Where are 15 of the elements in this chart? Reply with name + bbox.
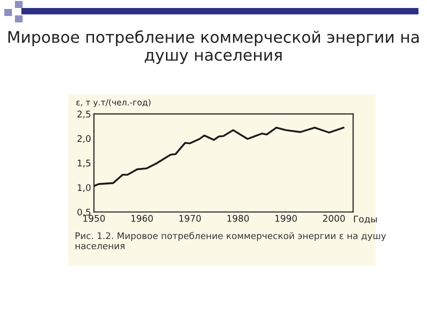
chart-title: Мировое потребление коммерческой энергии на душу населения xyxy=(8,30,419,64)
text: Рис. 1.2. Мировое потребление коммерческой энергии ε на душу населения xyxy=(76,232,386,250)
y-tick-label: 1,5 xyxy=(78,160,90,168)
x-tick-label: 1990 xyxy=(275,214,297,222)
x-tick-label: 1970 xyxy=(179,214,201,222)
y-tick-label: 1,0 xyxy=(78,184,91,192)
y-tick-label: 2,5 xyxy=(77,110,90,118)
y-tick-label: 0,5 xyxy=(77,208,90,216)
x-tick-label: 2000 xyxy=(323,214,345,222)
x-tick-label: 1980 xyxy=(227,214,249,222)
x-axis-title: Годы xyxy=(354,216,377,224)
y-tick-label: 2,0 xyxy=(77,135,91,143)
x-tick-label: 1950 xyxy=(83,214,105,222)
x-tick-label: 1960 xyxy=(131,214,153,222)
y-axis-title: ε, т у.т/(чел.-год) xyxy=(76,99,150,108)
